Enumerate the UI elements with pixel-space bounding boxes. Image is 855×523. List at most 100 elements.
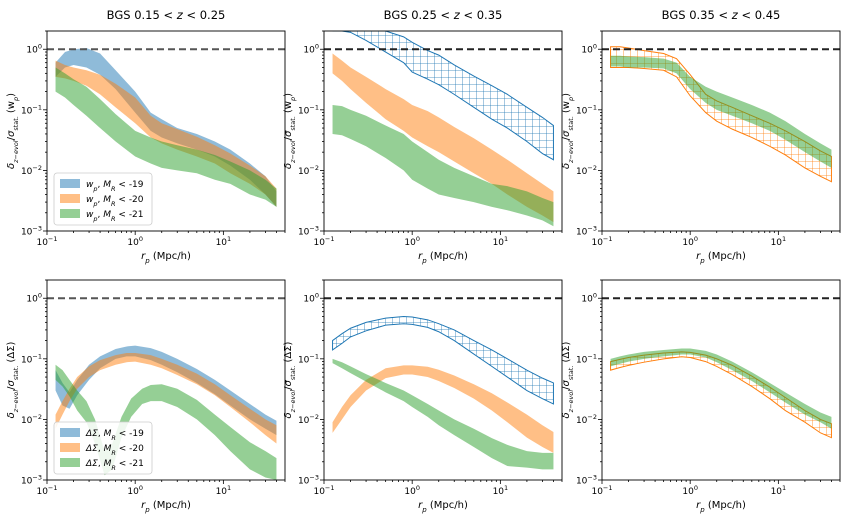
bands — [332, 315, 554, 470]
x-tick-label: 10−1 — [36, 484, 57, 497]
y-tick-label: 10−3 — [298, 225, 319, 238]
y-axis-label: δz−evol/σstat.(ΔΣ) — [283, 341, 297, 418]
x-tick-label: 101 — [771, 484, 787, 497]
legend-entry-label: wp, MR < -20 — [86, 195, 144, 208]
y-tick-label: 10−1 — [298, 103, 319, 116]
x-tick-label: 10−1 — [313, 484, 334, 497]
y-tick-label: 10−2 — [298, 413, 319, 426]
bands — [332, 31, 554, 227]
band-p4-mr-21 — [332, 358, 554, 470]
band-p1-mr-20 — [332, 53, 554, 223]
axes-frame — [46, 279, 286, 481]
x-tick-label: 100 — [404, 484, 420, 497]
x-tick-label: 101 — [493, 235, 509, 248]
bands — [55, 47, 277, 207]
y-tick-label: 10−1 — [298, 352, 319, 365]
x-axis-label: rp (Mpc/h) — [418, 500, 468, 514]
x-axis-label: rp (Mpc/h) — [696, 500, 746, 514]
x-tick-label: 100 — [404, 235, 420, 248]
x-axis-label: rp (Mpc/h) — [141, 251, 191, 265]
y-tick-label: 10−1 — [21, 352, 42, 365]
band-p0-mr-20 — [55, 60, 277, 207]
axes-frame — [46, 30, 286, 232]
x-tick-label: 101 — [493, 484, 509, 497]
y-tick-label: 100 — [26, 292, 42, 305]
x-tick-label: 10−1 — [313, 235, 334, 248]
y-tick-label: 10−1 — [576, 352, 597, 365]
y-tick-label: 10−3 — [576, 225, 597, 238]
panel-r1-c2: 10−1 100 101 10−3 10−2 10−1 100 rp (Mpc/h) δz−ev… — [561, 279, 841, 514]
band-p5-mr-21 — [610, 348, 832, 429]
y-tick-label: 10−2 — [576, 164, 597, 177]
band-p4-mr-20 — [332, 365, 554, 453]
band-p3-mr-20 — [55, 352, 277, 444]
band-p1-mr-19-hatched — [332, 31, 554, 161]
axes-frame — [601, 279, 841, 481]
y-axis-label: δz−evol/σstat.(ΔΣ) — [6, 341, 20, 418]
panel-r0-c0: 10−1 100 101 10−3 10−2 10−1 100 rp (Mpc/h) δz−ev… — [6, 8, 286, 265]
band-p2-mr-20-hatched — [610, 46, 832, 183]
y-tick-label: 100 — [303, 292, 319, 305]
x-tick-label: 101 — [216, 235, 232, 248]
y-axis-label: δz−evol/σstat.(wp) — [283, 93, 297, 169]
legend-swatch — [60, 428, 80, 437]
x-tick-label: 101 — [771, 235, 787, 248]
panel-r0-c2: 10−1 100 101 10−3 10−2 10−1 100 rp (Mpc/h) δz−ev… — [561, 8, 841, 265]
y-tick-label: 10−2 — [21, 164, 42, 177]
x-axis-label: rp (Mpc/h) — [141, 500, 191, 514]
y-tick-label: 10−2 — [576, 413, 597, 426]
legend-swatch — [60, 194, 80, 203]
legend-swatch — [60, 179, 80, 188]
y-axis-label: δz−evol/σstat.(wp) — [561, 93, 575, 169]
x-tick-label: 10−1 — [591, 235, 612, 248]
x-tick-label: 100 — [127, 484, 143, 497]
y-tick-label: 10−3 — [298, 474, 319, 487]
x-axis-label: rp (Mpc/h) — [696, 251, 746, 265]
y-axis-label: δz−evol/σstat.(ΔΣ) — [561, 341, 575, 418]
x-axis-label: rp (Mpc/h) — [418, 251, 468, 265]
legend-entry-label: wp, MR < -21 — [86, 210, 144, 223]
x-tick-label: 10−1 — [591, 484, 612, 497]
x-tick-label: 10−1 — [36, 235, 57, 248]
legend-entry-label: ΔΣ, MR < -19 — [85, 429, 144, 442]
panel-r0-c1: 10−1 100 101 10−3 10−2 10−1 100 rp (Mpc/h) δz−ev… — [283, 8, 563, 265]
y-tick-label: 10−2 — [298, 164, 319, 177]
legend-entry-label: ΔΣ, MR < -20 — [85, 444, 144, 457]
bands — [610, 46, 832, 183]
panels-layer: 10−1 100 101 10−3 10−2 10−1 100 rp (Mpc/h) δz−ev… — [6, 8, 841, 514]
band-p2-mr-21 — [610, 55, 832, 168]
legend-swatch — [60, 443, 80, 452]
legend: wp, MR < -19 wp, MR < -20 wp, MR < -21 — [53, 172, 153, 226]
legend-swatch — [60, 209, 80, 218]
y-tick-label: 10−1 — [21, 103, 42, 116]
band-p4-mr-19-hatched — [332, 315, 554, 405]
y-tick-label: 100 — [581, 292, 597, 305]
y-tick-label: 10−3 — [21, 474, 42, 487]
y-tick-label: 100 — [303, 43, 319, 56]
y-tick-label: 100 — [26, 43, 42, 56]
x-tick-label: 100 — [682, 484, 698, 497]
y-axis-label: δz−evol/σstat.(wp) — [6, 93, 20, 169]
bands — [610, 348, 832, 439]
y-tick-label: 100 — [581, 43, 597, 56]
axes-frame — [323, 30, 563, 232]
y-tick-label: 10−3 — [576, 474, 597, 487]
legend-entry-label: wp, MR < -19 — [86, 180, 144, 193]
y-tick-label: 10−3 — [21, 225, 42, 238]
column-title: BGS 0.25 < z < 0.35 — [384, 8, 503, 22]
band-p0-mr-21 — [55, 67, 277, 207]
axes-frame — [323, 279, 563, 481]
axes-frame — [601, 30, 841, 232]
x-tick-label: 100 — [127, 235, 143, 248]
legend: ΔΣ, MR < -19 ΔΣ, MR < -20 ΔΣ, MR < -21 — [53, 421, 153, 475]
panel-r1-c0: 10−1 100 101 10−3 10−2 10−1 100 rp (Mpc/h) δz−ev… — [6, 279, 286, 514]
column-title: BGS 0.35 < z < 0.45 — [662, 8, 781, 22]
band-p1-mr-21 — [332, 105, 554, 227]
legend-swatch — [60, 458, 80, 467]
y-tick-label: 10−1 — [576, 103, 597, 116]
y-tick-label: 10−2 — [21, 413, 42, 426]
x-tick-label: 100 — [682, 235, 698, 248]
band-p5-mr-20-hatched — [610, 351, 832, 439]
x-tick-label: 101 — [216, 484, 232, 497]
